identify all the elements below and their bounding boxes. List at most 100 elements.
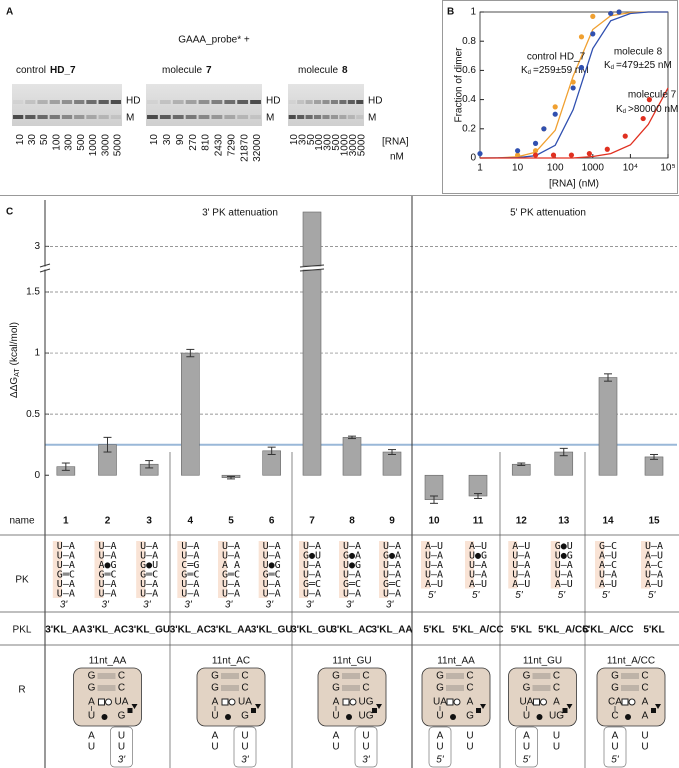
pk-pair: G═C	[383, 579, 401, 590]
band-monomer	[198, 115, 210, 119]
band-dimer	[74, 100, 85, 104]
kd-symbol: K	[521, 65, 528, 76]
category-label: 7	[309, 516, 315, 527]
gel-name: molecule 7	[162, 65, 212, 76]
axis-break	[39, 268, 51, 273]
y-tick-label: 0	[470, 153, 476, 164]
r-letter: U	[118, 731, 125, 742]
pkl-label: 5'KL	[643, 625, 664, 636]
r-letter: A	[333, 697, 340, 708]
pk-pair: A—U	[599, 579, 617, 590]
row-label: PKL	[13, 625, 32, 636]
pk-pair: U—A	[98, 589, 116, 600]
band-monomer	[305, 115, 313, 119]
pk-pair: U—A	[555, 560, 573, 571]
r-letter: C	[553, 671, 560, 682]
pk-pair: U—A	[140, 541, 158, 552]
pk-pair: U—A	[343, 541, 361, 552]
bar	[382, 451, 402, 476]
x-tick-label: 1	[477, 163, 483, 174]
band-monomer	[297, 115, 305, 119]
pk-pair: U—A	[383, 541, 401, 552]
r-title: 11nt_GU	[523, 656, 562, 667]
r-letter: C	[466, 671, 473, 682]
r-letter: U	[523, 742, 530, 753]
r-symbol	[225, 714, 231, 720]
category-label: 5	[228, 516, 234, 527]
pk-pair: G═C	[181, 570, 199, 581]
r-letter: C	[241, 671, 248, 682]
r-letter: A	[212, 731, 219, 742]
kd-subscript: d	[623, 109, 626, 115]
r-letter: G	[118, 711, 126, 722]
pk-pair: G●U	[140, 560, 158, 571]
r-symbol	[446, 698, 454, 706]
band-dimer	[314, 100, 322, 104]
r-tail-box	[110, 726, 133, 768]
r-letter: UA	[433, 697, 447, 708]
r-letter: U	[436, 742, 443, 753]
r-letter: U	[553, 731, 560, 742]
y-tick-label: 0.2	[462, 123, 476, 134]
r-letter: G	[211, 683, 219, 694]
r-letter: U	[332, 711, 339, 722]
band-dimer	[305, 100, 313, 104]
kd-value: >80000 nM	[628, 104, 678, 115]
pk-highlight	[641, 541, 650, 589]
band-label: HD	[266, 96, 280, 107]
r-letter: U	[211, 711, 218, 722]
r-letter: C	[118, 671, 125, 682]
pk-end: 3'	[346, 600, 355, 611]
pk-pair: U—A	[181, 541, 199, 552]
pk-pair: U—A	[57, 589, 75, 600]
bar	[598, 377, 618, 476]
r-symbol	[651, 708, 656, 713]
r-letter: C	[241, 683, 248, 694]
r-box	[596, 667, 666, 727]
pk-end: 5'	[515, 590, 524, 601]
r-letter: G	[241, 711, 249, 722]
pk-pair: U—A	[469, 560, 487, 571]
pk-end: 5'	[602, 590, 611, 601]
r-tail-box	[354, 726, 378, 768]
r-symbol	[105, 698, 112, 706]
r-letter: C	[641, 671, 648, 682]
pkl-label: 3'KL_AA	[45, 625, 86, 636]
r-symbol	[540, 698, 547, 706]
r-letter: G	[332, 671, 340, 682]
gel-name-prefix: molecule	[162, 65, 202, 76]
pk-pair: U—A	[222, 579, 240, 590]
r-letter: U	[332, 742, 339, 753]
r-letter: U	[88, 742, 95, 753]
pk-pair: U—A	[555, 570, 573, 581]
plot-frame	[479, 11, 669, 159]
pk-pair: U—A	[140, 589, 158, 600]
lane-label: 50	[39, 134, 50, 146]
r-symbol	[450, 714, 456, 720]
band-monomer	[356, 115, 364, 119]
pk-pair: U●G	[469, 551, 487, 562]
r-letter: A	[467, 697, 474, 708]
bar	[468, 474, 488, 497]
pk-pair: U—A	[181, 589, 199, 600]
gel-name-bold: HD_7	[50, 65, 76, 76]
band-label: M	[368, 113, 376, 124]
pk-end: 3'	[184, 600, 193, 611]
pk-pair: A—C	[645, 560, 663, 571]
r-end: 5'	[611, 755, 620, 766]
r-title: 11nt_AC	[212, 656, 250, 667]
pk-highlight	[258, 541, 268, 598]
pk-pair: U—A	[383, 560, 401, 571]
r-box	[196, 667, 266, 727]
r-box	[508, 667, 577, 727]
r-symbol	[98, 698, 105, 706]
r-letter: G	[611, 671, 619, 682]
band-monomer	[347, 115, 355, 119]
row-label: PK	[15, 575, 29, 586]
r-symbol	[480, 704, 486, 709]
pk-end: 3'	[143, 600, 152, 611]
lane-label: 1000	[88, 134, 99, 157]
data-point	[578, 64, 585, 71]
pk-pair: A—C	[599, 560, 617, 571]
